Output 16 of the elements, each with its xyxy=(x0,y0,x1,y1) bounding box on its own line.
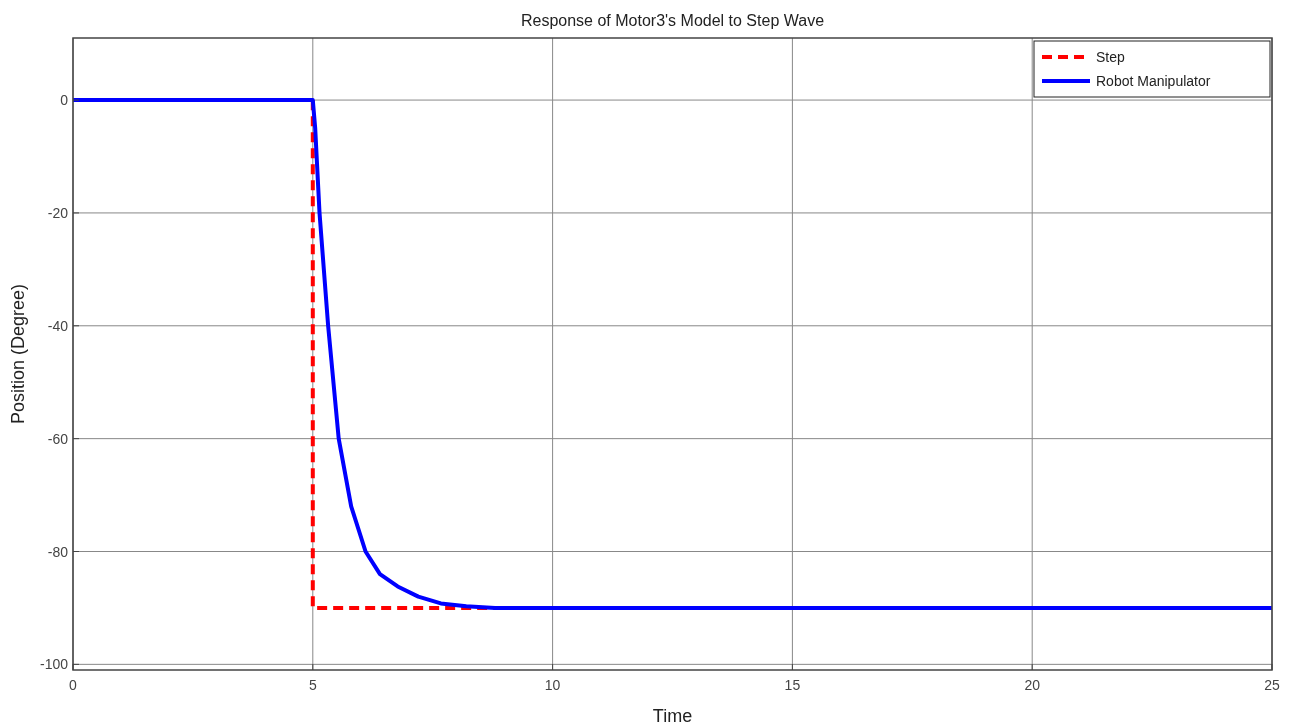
y-axis-title: Position (Degree) xyxy=(8,283,28,425)
y-tick-label: -80 xyxy=(47,543,69,560)
y-tick-label: 0 xyxy=(60,92,69,109)
y-tick-label: -20 xyxy=(47,204,69,221)
x-tick-label: 5 xyxy=(308,677,317,693)
x-tick-label: 10 xyxy=(544,677,561,693)
x-axis-title: Time xyxy=(652,706,693,726)
x-tick-label: 25 xyxy=(1264,677,1280,693)
x-tick-label: 20 xyxy=(1024,677,1041,693)
legend-label: Step xyxy=(1096,49,1126,65)
y-tick-label: -100 xyxy=(39,656,69,673)
y-tick-label: -40 xyxy=(47,317,69,334)
chart-title: Response of Motor3's Model to Step Wave xyxy=(520,12,825,29)
y-tick-label: -60 xyxy=(47,430,69,447)
x-tick-label: 15 xyxy=(784,677,801,693)
legend-label: Robot Manipulator xyxy=(1096,73,1211,89)
